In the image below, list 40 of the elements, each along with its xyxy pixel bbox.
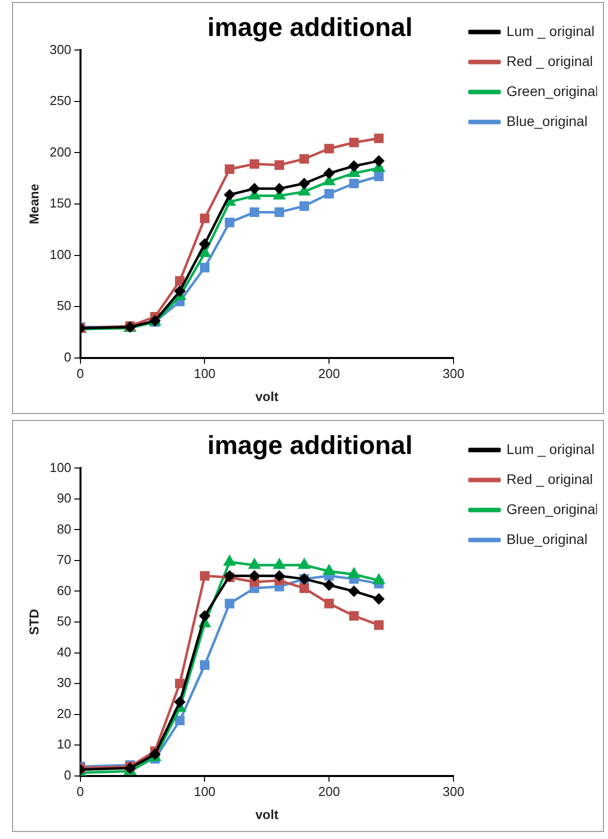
y-tick-label: 0 [64, 349, 72, 364]
y-tick-label: 250 [50, 93, 72, 108]
y-tick-label: 20 [56, 706, 72, 721]
chart-title: image additional [207, 12, 413, 42]
y-tick-label: 30 [56, 675, 72, 690]
y-tick-label: 100 [50, 246, 72, 262]
x-tick-label: 0 [76, 784, 84, 800]
legend-label: Green_original [506, 500, 598, 517]
y-axis-title: STD [26, 609, 42, 635]
y-axis-title: Meane [26, 184, 42, 224]
legend-label: Red _ original [506, 470, 593, 487]
legend-label: Lum _ original [506, 440, 594, 457]
legend-label: Green_original [506, 82, 598, 99]
y-tick-label: 50 [56, 614, 72, 629]
y-tick-label: 60 [56, 582, 72, 598]
y-tick-label: 0 [64, 767, 72, 782]
x-tick-label: 100 [194, 366, 216, 382]
legend-label: Red _ original [506, 52, 593, 69]
y-tick-label: 90 [56, 490, 72, 506]
x-tick-label: 300 [442, 366, 464, 382]
x-tick-label: 300 [442, 784, 464, 800]
x-tick-label: 0 [76, 366, 84, 382]
y-tick-label: 100 [50, 460, 72, 475]
y-tick-label: 200 [50, 144, 72, 160]
y-tick-label: 300 [50, 42, 72, 57]
y-tick-label: 70 [56, 552, 72, 568]
x-axis-title: volt [255, 388, 280, 404]
x-tick-label: 200 [318, 784, 340, 800]
y-tick-label: 50 [56, 298, 72, 314]
y-tick-label: 40 [56, 644, 72, 660]
legend-label: Blue_original [506, 530, 588, 547]
y-tick-label: 10 [56, 736, 72, 752]
x-tick-label: 100 [194, 784, 216, 800]
x-tick-label: 200 [318, 366, 340, 382]
chart-title: image additional [207, 430, 413, 460]
y-tick-label: 150 [50, 196, 72, 211]
legend-label: Lum _ original [506, 22, 594, 39]
y-tick-label: 80 [56, 521, 72, 536]
x-axis-title: volt [255, 806, 280, 822]
legend-label: Blue_original [506, 112, 588, 129]
